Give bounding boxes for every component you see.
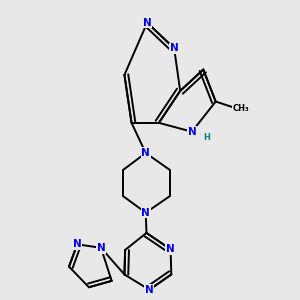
Text: N: N <box>73 239 82 249</box>
Text: N: N <box>141 208 150 218</box>
Text: N: N <box>97 243 105 253</box>
Text: N: N <box>143 18 152 28</box>
Text: N: N <box>166 244 175 254</box>
Text: N: N <box>188 127 196 137</box>
Text: CH₃: CH₃ <box>232 104 249 113</box>
Text: N: N <box>170 43 178 53</box>
Text: H: H <box>203 133 210 142</box>
Text: N: N <box>141 148 150 158</box>
Text: N: N <box>145 285 154 295</box>
